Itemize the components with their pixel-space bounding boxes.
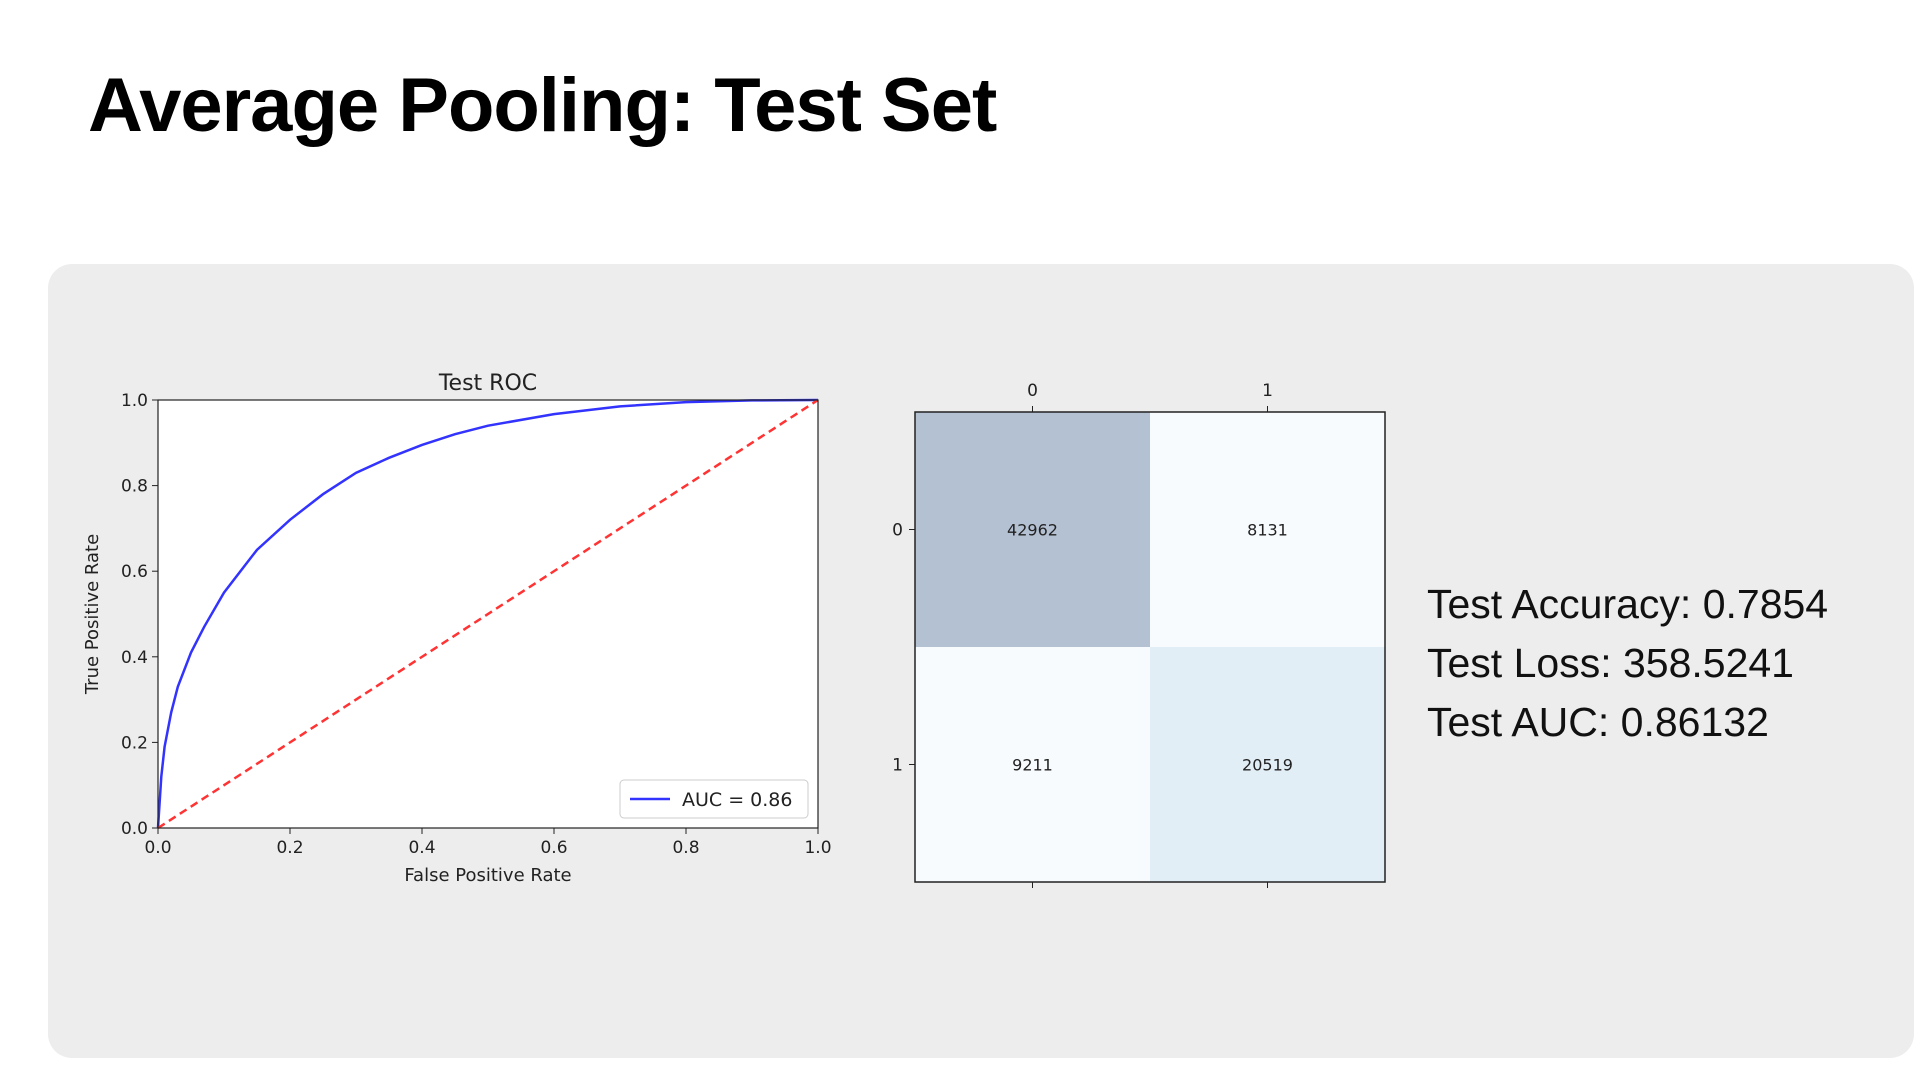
matrix-cell — [915, 647, 1150, 882]
y-axis-label: True Positive Rate — [82, 534, 103, 695]
x-tick-label: 0.6 — [540, 838, 567, 858]
x-axis-label: False Positive Rate — [404, 865, 571, 886]
x-tick-label: 0.8 — [672, 838, 699, 858]
roc-curve-line — [156, 398, 819, 829]
slide-title: Average Pooling: Test Set — [88, 63, 997, 148]
x-tick-label: 0.0 — [144, 838, 171, 858]
y-tick-label: 0.4 — [121, 648, 148, 668]
roc-chart: Test ROC 0.0 0.2 0.4 0.6 0.8 1.0 0.0 0.2 0.4 0.6 0.… — [82, 371, 832, 886]
cell-value: 20519 — [1242, 756, 1293, 775]
x-tick-label: 0.2 — [276, 838, 303, 858]
test-auc: Test AUC: 0.86132 — [1427, 699, 1769, 745]
matrix-cell — [1150, 412, 1385, 647]
matrix-cell — [1150, 647, 1385, 882]
y-tick-label: 0.8 — [121, 477, 148, 497]
test-loss: Test Loss: 358.5241 — [1427, 640, 1794, 686]
matrix-frame — [914, 411, 1386, 883]
test-accuracy: Test Accuracy: 0.7854 — [1427, 581, 1829, 627]
column-label: 1 — [1262, 381, 1273, 401]
column-label: 0 — [1027, 381, 1038, 401]
cell-value: 42962 — [1007, 521, 1058, 540]
confusion-matrix: 42962 8131 9211 20519 0 1 0 1 — [892, 381, 1386, 888]
matrix-cell — [915, 412, 1150, 647]
row-label: 1 — [892, 756, 903, 776]
y-tick-label: 1.0 — [121, 391, 148, 411]
legend-entry: AUC = 0.86 — [682, 789, 792, 811]
y-tick-label: 0.2 — [121, 733, 148, 753]
plot-frame — [157, 399, 819, 829]
y-tick-label: 0.0 — [121, 819, 148, 839]
metrics-panel: Test Accuracy: 0.7854 Test Loss: 358.524… — [1427, 575, 1828, 752]
legend-box — [619, 779, 809, 819]
row-label: 0 — [892, 521, 903, 541]
x-tick-label: 1.0 — [804, 838, 831, 858]
chart-title: Test ROC — [438, 371, 537, 396]
cell-value: 8131 — [1247, 521, 1288, 540]
x-tick-label: 0.4 — [408, 838, 435, 858]
cell-value: 9211 — [1012, 756, 1053, 775]
y-tick-label: 0.6 — [121, 562, 148, 582]
chance-diagonal-line — [157, 398, 819, 830]
